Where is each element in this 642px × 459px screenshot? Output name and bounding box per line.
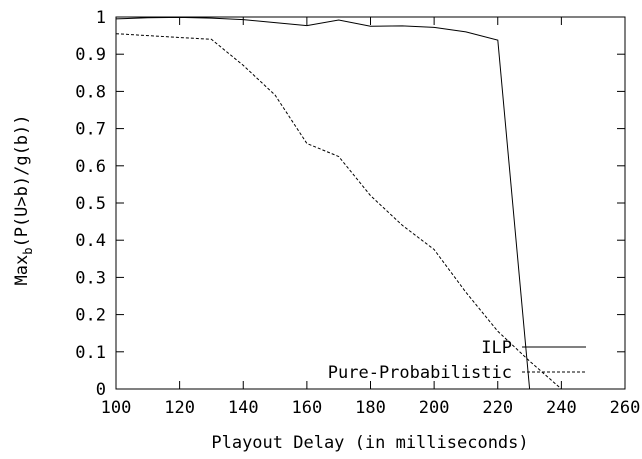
plot-frame [115,16,626,390]
y-axis-label-rest: (P(U>b)/g(b)) [12,114,32,247]
x-tick-label: 220 [482,398,513,418]
legend: ILP Pure-Probabilistic [328,338,586,383]
x-tick-label: 160 [292,398,323,418]
y-axis-label-main: Max [12,255,32,286]
x-tick-label: 240 [546,398,577,418]
y-tick-label: 0.2 [75,306,106,326]
y-axis-label-subscript: b [21,248,35,255]
x-tick-label: 100 [101,398,132,418]
y-tick-label: 1 [96,8,106,28]
series-line-pure-probabilistic [115,33,562,390]
legend-label: ILP [481,338,512,358]
x-axis-label: Playout Delay (in milliseconds) [211,433,528,453]
y-tick-label: 0.9 [75,45,106,65]
series-line-ilp [115,16,531,390]
y-axis-ticks: 0 0.1 0.2 0.3 0.4 0.5 0.6 0.7 0.8 0.9 1 [75,8,625,400]
x-tick-label: 120 [164,398,195,418]
y-tick-label: 0.4 [75,231,106,251]
plot-border [115,16,626,390]
y-tick-label: 0.1 [75,343,106,363]
y-tick-label: 0.7 [75,120,106,140]
x-tick-label: 140 [228,398,259,418]
x-tick-label: 260 [610,398,641,418]
series-lines [115,16,562,390]
y-axis-label: Maxb(P(U>b)/g(b)) [12,114,35,285]
y-tick-label: 0.6 [75,157,106,177]
x-tick-label: 180 [355,398,386,418]
legend-label: Pure-Probabilistic [328,363,512,383]
y-tick-label: 0 [96,380,106,400]
x-tick-label: 200 [419,398,450,418]
y-tick-label: 0.3 [75,268,106,288]
y-tick-label: 0.5 [75,194,106,214]
y-tick-label: 0.8 [75,82,106,102]
x-axis-ticks: 100 120 140 160 180 200 220 240 260 [101,17,641,418]
